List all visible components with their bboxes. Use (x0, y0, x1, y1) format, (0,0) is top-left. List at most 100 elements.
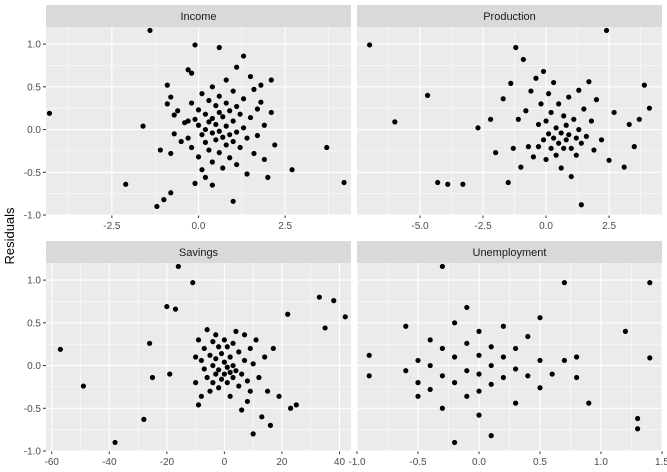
data-point (488, 362, 494, 369)
data-point (193, 380, 199, 386)
data-point (244, 398, 251, 405)
data-point (493, 150, 499, 156)
data-point (646, 105, 652, 111)
data-point (57, 346, 63, 352)
data-point (647, 355, 653, 361)
data-point (324, 144, 330, 151)
data-point (227, 354, 233, 360)
data-point (258, 82, 264, 88)
data-point (209, 159, 215, 165)
x-tick-label: 0.0 (192, 221, 206, 232)
x-tick-label: -20 (160, 457, 175, 468)
data-point (500, 374, 506, 381)
data-point (568, 173, 574, 180)
x-tick-label: -2.5 (103, 221, 121, 232)
data-point (206, 97, 212, 104)
data-point (513, 366, 519, 372)
data-point (218, 376, 225, 382)
data-point (195, 154, 202, 160)
y-tick-label: 1.0 (27, 276, 41, 287)
data-point (227, 155, 233, 161)
data-point (230, 362, 236, 369)
x-tick-label: 0.5 (533, 457, 547, 468)
data-point (341, 179, 347, 186)
data-point (525, 373, 531, 379)
facet-strip (46, 241, 351, 263)
data-point (515, 116, 521, 122)
data-point (635, 415, 641, 422)
data-point (598, 137, 605, 143)
data-point (367, 42, 373, 48)
data-point (464, 368, 470, 374)
x-tick-label: 1.5 (655, 457, 667, 468)
data-point (258, 99, 264, 105)
x-tick-label: 0.0 (539, 221, 553, 232)
data-point (427, 386, 433, 393)
data-point (223, 100, 229, 106)
data-point (578, 140, 584, 146)
data-point (157, 147, 163, 153)
data-point (178, 138, 184, 145)
data-point (234, 103, 240, 110)
data-point (513, 345, 519, 352)
facet-title: Unemployment (473, 247, 547, 259)
data-point (556, 140, 562, 146)
data-point (192, 42, 198, 48)
data-point (254, 132, 261, 139)
data-point (551, 135, 557, 141)
data-point (403, 368, 409, 374)
data-point (549, 371, 555, 377)
data-point (227, 369, 233, 375)
x-tick-label: -0.5 (409, 457, 427, 468)
data-point (227, 108, 233, 114)
data-point (545, 131, 552, 137)
data-point (583, 133, 589, 139)
data-point (241, 332, 248, 338)
data-point (223, 123, 229, 129)
data-point (204, 374, 210, 381)
data-point (192, 116, 198, 122)
data-point (171, 112, 177, 118)
data-point (230, 88, 236, 94)
data-point (210, 362, 216, 369)
data-point (500, 354, 506, 360)
data-point (262, 354, 268, 360)
data-point (528, 88, 534, 94)
x-tick-label: 20 (276, 457, 288, 468)
data-point (220, 114, 226, 120)
data-point (568, 145, 574, 151)
data-point (264, 388, 271, 394)
data-point (268, 77, 274, 83)
data-point (415, 357, 421, 364)
data-point (548, 109, 554, 116)
data-point (202, 111, 209, 117)
data-point (164, 82, 170, 88)
data-point (239, 371, 245, 377)
data-point (476, 328, 482, 334)
data-point (209, 84, 215, 90)
data-point (488, 381, 494, 387)
data-point (561, 113, 567, 119)
data-point (230, 138, 236, 145)
panel-background (357, 27, 662, 215)
facet-panel: Income -2.5 0.0 2.5 -1.0 -0.5 0.0 0.5 1.0 (24, 5, 351, 232)
data-point (553, 152, 559, 158)
data-point (578, 202, 584, 208)
panel-background (46, 263, 351, 451)
data-point (140, 123, 146, 129)
data-point (240, 53, 247, 59)
data-point (435, 179, 441, 186)
data-point (611, 109, 617, 116)
data-point (571, 116, 577, 122)
data-point (241, 357, 248, 364)
data-point (223, 142, 229, 148)
data-point (576, 126, 582, 133)
data-point (576, 87, 582, 93)
data-point (236, 349, 242, 355)
data-point (647, 280, 653, 286)
data-point (316, 294, 322, 300)
data-point (366, 352, 372, 358)
data-point (415, 393, 421, 399)
data-point (573, 152, 579, 158)
data-point (227, 132, 233, 138)
